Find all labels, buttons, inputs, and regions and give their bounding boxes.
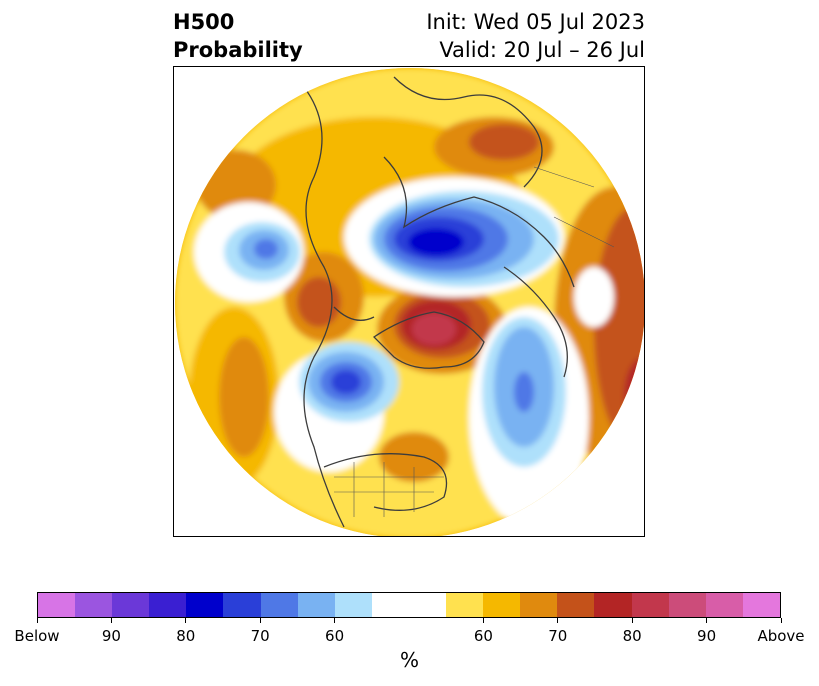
colorbar-tick-label: 80 xyxy=(176,627,196,645)
title-subtitle: Probability xyxy=(173,38,303,62)
colorbar-tickmark xyxy=(110,618,112,623)
colorbar-swatch xyxy=(297,593,335,617)
colorbar-tickmark xyxy=(780,618,782,623)
colorbar-tick-label: 60 xyxy=(325,627,345,645)
probability-shading xyxy=(175,68,644,536)
colorbar-tick-label: Below xyxy=(14,627,60,645)
colorbar-tick-label: 80 xyxy=(622,627,642,645)
colorbar-tick-label: 90 xyxy=(697,627,717,645)
colorbar-swatch xyxy=(668,593,706,617)
colorbar-tick-label: 90 xyxy=(101,627,121,645)
colorbar-tick-label: 60 xyxy=(473,627,493,645)
colorbar-tickmark xyxy=(259,618,261,623)
map-title: H500 Probability xyxy=(173,8,303,64)
colorbar-tickmark xyxy=(557,618,559,623)
colorbar-swatch xyxy=(742,593,780,617)
colorbar-swatch xyxy=(186,593,224,617)
init-date: Init: Wed 05 Jul 2023 xyxy=(426,10,645,34)
colorbar-tick-label: 70 xyxy=(548,627,568,645)
colorbar-swatch xyxy=(631,593,669,617)
colorbar-swatch xyxy=(260,593,298,617)
colorbar-swatch xyxy=(705,593,743,617)
colorbar-tickmark xyxy=(185,618,187,623)
valid-range: Valid: 20 Jul – 26 Jul xyxy=(439,38,645,62)
colorbar-swatch xyxy=(483,593,521,617)
colorbar-swatch xyxy=(520,593,558,617)
colorbar-tickmark xyxy=(482,618,484,623)
colorbar-tick-label: 70 xyxy=(250,627,270,645)
colorbar-swatch xyxy=(149,593,187,617)
colorbar-swatch xyxy=(594,593,632,617)
colorbar-swatch xyxy=(75,593,113,617)
colorbar-tick-label: Above xyxy=(757,627,805,645)
map-dates: Init: Wed 05 Jul 2023 Valid: 20 Jul – 26… xyxy=(426,8,645,64)
colorbar-swatch xyxy=(446,593,484,617)
title-variable: H500 xyxy=(173,10,235,34)
colorbar-tickmark xyxy=(36,618,38,623)
map-svg xyxy=(175,68,644,536)
probability-map xyxy=(173,66,645,537)
colorbar-label: % xyxy=(399,648,419,672)
colorbar-tickmark xyxy=(334,618,336,623)
colorbar-swatch xyxy=(112,593,150,617)
colorbar-tickmark xyxy=(706,618,708,623)
colorbar-tickmark xyxy=(631,618,633,623)
colorbar-swatch xyxy=(223,593,261,617)
colorbar-swatch xyxy=(38,593,76,617)
colorbar xyxy=(37,592,781,618)
coastlines xyxy=(303,76,575,528)
colorbar-swatch xyxy=(371,593,447,617)
colorbar-swatch xyxy=(334,593,372,617)
colorbar-swatch xyxy=(557,593,595,617)
